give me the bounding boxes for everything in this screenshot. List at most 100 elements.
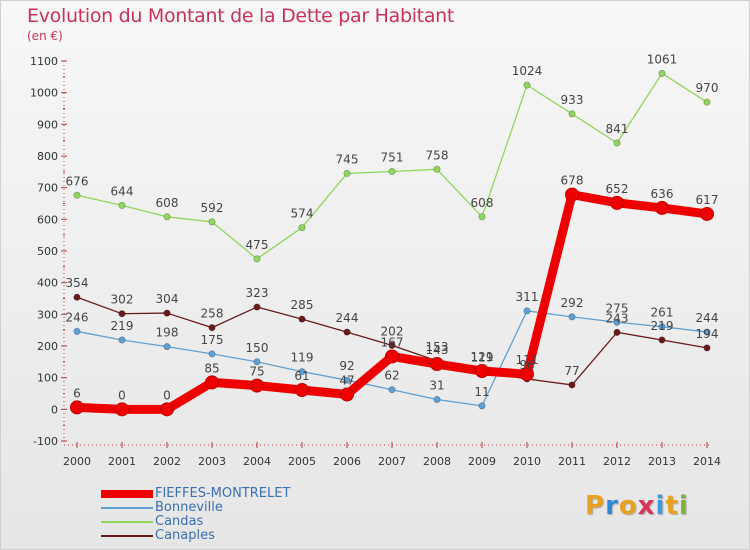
y-tick-label: 100 [37,372,58,385]
data-label: 150 [246,341,269,355]
y-tick-label: 500 [37,245,58,258]
data-point [163,213,171,221]
data-label: 475 [246,238,269,252]
data-label: 119 [291,351,314,365]
data-label: 61 [294,369,309,383]
y-tick-label: 400 [37,277,58,290]
data-point [298,368,306,376]
x-tick-label: 2005 [288,455,316,468]
y-tick-label: 200 [37,340,58,353]
data-label: 323 [246,286,269,300]
data-point [613,318,621,326]
data-label: 6 [73,386,81,400]
logo-letter: i [655,491,666,521]
data-label: 1061 [647,52,678,66]
data-point [388,386,396,394]
data-label: 111 [516,353,539,367]
legend-item: Canaples [101,529,290,543]
data-label: 92 [339,359,354,373]
x-tick-label: 2004 [243,455,271,468]
data-point [73,293,81,301]
legend: FIEFFES-MONTRELET Bonneville Candas Canaple… [101,487,290,543]
data-point [73,327,81,335]
data-point [208,350,216,358]
data-label: 275 [606,301,629,315]
data-point [475,364,489,379]
data-label: 62 [384,369,399,383]
data-label: 933 [561,93,584,107]
x-tick-label: 2012 [603,455,631,468]
data-label: 47 [339,373,354,387]
legend-swatch [101,507,153,509]
y-tick-label: 1100 [30,55,58,68]
data-point [70,400,84,415]
y-tick-label: -100 [33,435,58,448]
data-label: 592 [201,201,224,215]
data-label: 652 [606,182,629,196]
y-tick-label: 700 [37,182,58,195]
data-label: 258 [201,307,224,321]
data-point [658,323,666,331]
data-point [655,200,669,215]
chart-unit: (en €) [27,29,63,43]
data-point [610,195,624,210]
data-label: 261 [651,306,674,320]
data-point [118,336,126,344]
x-tick-label: 2001 [108,455,136,468]
legend-label: FIEFFES-MONTRELET [155,486,291,501]
data-label: 167 [381,335,404,349]
data-point [700,206,714,221]
x-tick-label: 2006 [333,455,361,468]
x-tick-label: 2009 [468,455,496,468]
data-point [523,307,531,315]
data-point [205,375,219,390]
y-tick-label: 800 [37,150,58,163]
data-point [703,344,711,352]
legend-item: FIEFFES-MONTRELET [101,487,290,501]
data-label: 354 [66,276,89,290]
data-point [118,201,126,209]
data-point [343,169,351,177]
data-point [388,168,396,176]
data-point [658,336,666,344]
data-label: 96 [519,358,534,372]
logo-letter: x [637,491,656,521]
data-label: 304 [156,292,179,306]
y-tick-label: 900 [37,118,58,131]
data-point [295,383,309,398]
logo-letter: o [618,491,638,521]
data-point [253,303,261,311]
data-point [478,402,486,410]
data-point [340,387,354,402]
data-point [298,224,306,232]
data-point [298,315,306,323]
data-point [160,402,174,417]
data-point [163,343,171,351]
data-point [433,396,441,404]
data-label: 153 [426,340,449,354]
data-point [115,402,129,417]
y-tick-label: 0 [51,403,58,416]
data-point [163,309,171,317]
data-label: 31 [429,379,444,393]
data-label: 678 [561,174,584,188]
data-label: 751 [381,151,404,165]
legend-label: Bonneville [155,500,223,515]
x-tick-label: 2007 [378,455,406,468]
x-tick-label: 2013 [648,455,676,468]
legend-swatch [101,521,153,523]
data-label: 202 [381,324,404,338]
data-label: 841 [606,122,629,136]
y-tick-label: 1000 [30,87,58,100]
data-label: 970 [696,81,719,95]
x-tick-label: 2010 [513,455,541,468]
data-label: 11 [474,385,489,399]
data-point [565,187,579,202]
data-label: 676 [66,174,89,188]
series-line [76,72,708,260]
data-point [433,165,441,173]
x-tick-label: 2014 [693,455,721,468]
data-point [658,69,666,77]
